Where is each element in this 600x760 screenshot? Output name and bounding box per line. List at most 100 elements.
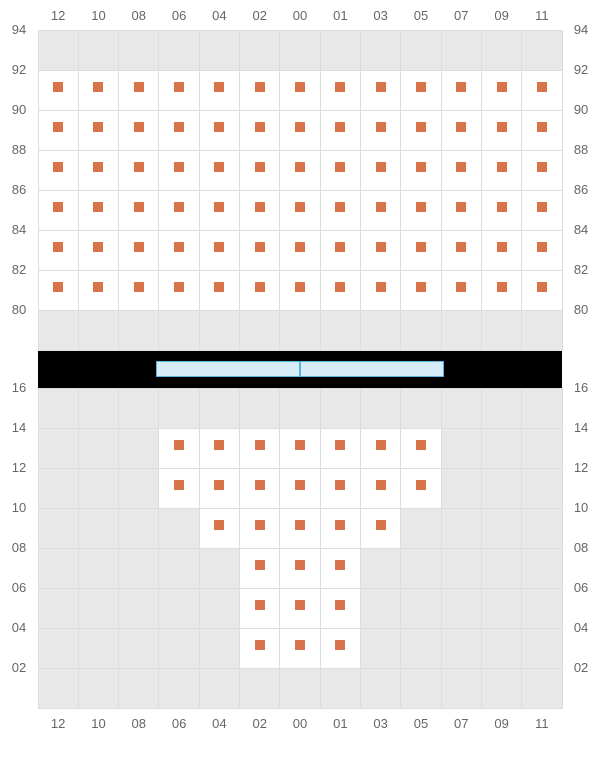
seat-cell-active[interactable] — [360, 110, 401, 151]
seat-cell-active[interactable] — [199, 230, 240, 271]
seat-cell-active[interactable] — [279, 588, 320, 629]
seat-cell-active[interactable] — [441, 230, 482, 271]
seat-cell-active[interactable] — [360, 468, 401, 509]
seat-cell-active[interactable] — [320, 230, 361, 271]
seat-cell-active[interactable] — [118, 190, 159, 231]
seat-cell-active[interactable] — [78, 190, 119, 231]
seat-cell-active[interactable] — [481, 270, 522, 311]
seat-cell-active[interactable] — [158, 110, 199, 151]
seat-cell-active[interactable] — [239, 70, 280, 111]
seat-cell-active[interactable] — [158, 230, 199, 271]
seat-cell-active[interactable] — [320, 110, 361, 151]
seat-cell-active[interactable] — [279, 628, 320, 669]
seat-cell-active[interactable] — [38, 190, 79, 231]
seat-cell-active[interactable] — [521, 110, 562, 151]
seat-cell-active[interactable] — [158, 468, 199, 509]
seat-cell-active[interactable] — [441, 190, 482, 231]
seat-cell-active[interactable] — [239, 270, 280, 311]
seat-cell-active[interactable] — [158, 428, 199, 469]
seat-cell-active[interactable] — [279, 270, 320, 311]
seat-cell-active[interactable] — [441, 150, 482, 191]
seat-cell-active[interactable] — [400, 70, 441, 111]
seat-cell-active[interactable] — [239, 548, 280, 589]
seat-cell-active[interactable] — [441, 110, 482, 151]
seat-cell-active[interactable] — [158, 150, 199, 191]
seat-cell-active[interactable] — [360, 428, 401, 469]
seat-cell-active[interactable] — [118, 230, 159, 271]
seat-cell-active[interactable] — [320, 150, 361, 191]
seat-cell-active[interactable] — [239, 110, 280, 151]
seat-cell-active[interactable] — [481, 150, 522, 191]
seat-cell-active[interactable] — [199, 190, 240, 231]
seat-cell-active[interactable] — [239, 190, 280, 231]
seat-cell-active[interactable] — [521, 150, 562, 191]
seat-cell-active[interactable] — [199, 428, 240, 469]
seat-cell-active[interactable] — [320, 628, 361, 669]
seat-cell-active[interactable] — [199, 70, 240, 111]
seat-cell-active[interactable] — [320, 70, 361, 111]
seat-cell-active[interactable] — [239, 468, 280, 509]
seat-cell-active[interactable] — [320, 428, 361, 469]
seat-cell-active[interactable] — [320, 468, 361, 509]
seat-cell-active[interactable] — [360, 270, 401, 311]
seat-cell-active[interactable] — [239, 150, 280, 191]
seat-cell-active[interactable] — [521, 230, 562, 271]
seat-cell-active[interactable] — [78, 110, 119, 151]
seat-cell-active[interactable] — [78, 270, 119, 311]
seat-cell-active[interactable] — [360, 508, 401, 549]
seat-cell-active[interactable] — [199, 150, 240, 191]
seat-cell-active[interactable] — [158, 190, 199, 231]
seat-cell-active[interactable] — [118, 270, 159, 311]
seat-cell-active[interactable] — [320, 548, 361, 589]
seat-cell-active[interactable] — [360, 230, 401, 271]
seat-cell-active[interactable] — [279, 548, 320, 589]
seat-cell-active[interactable] — [279, 508, 320, 549]
seat-cell-active[interactable] — [521, 70, 562, 111]
seat-cell-active[interactable] — [360, 150, 401, 191]
seat-cell-active[interactable] — [199, 110, 240, 151]
seat-cell-active[interactable] — [400, 270, 441, 311]
seat-cell-active[interactable] — [158, 270, 199, 311]
seat-cell-active[interactable] — [320, 508, 361, 549]
seat-cell-active[interactable] — [320, 270, 361, 311]
seat-cell-active[interactable] — [279, 150, 320, 191]
seat-cell-active[interactable] — [239, 508, 280, 549]
seat-cell-active[interactable] — [481, 70, 522, 111]
seat-cell-active[interactable] — [400, 230, 441, 271]
seat-cell-active[interactable] — [320, 588, 361, 629]
seat-cell-active[interactable] — [38, 70, 79, 111]
seat-cell-active[interactable] — [199, 270, 240, 311]
seat-cell-active[interactable] — [199, 508, 240, 549]
seat-cell-active[interactable] — [279, 468, 320, 509]
seat-cell-active[interactable] — [400, 428, 441, 469]
seat-cell-active[interactable] — [78, 70, 119, 111]
seat-cell-active[interactable] — [481, 230, 522, 271]
seat-cell-active[interactable] — [239, 628, 280, 669]
seat-cell-active[interactable] — [118, 70, 159, 111]
seat-cell-active[interactable] — [320, 190, 361, 231]
seat-cell-active[interactable] — [158, 70, 199, 111]
seat-cell-active[interactable] — [279, 70, 320, 111]
seat-cell-active[interactable] — [279, 230, 320, 271]
seat-cell-active[interactable] — [400, 468, 441, 509]
seat-cell-active[interactable] — [279, 110, 320, 151]
seat-cell-active[interactable] — [38, 270, 79, 311]
seat-cell-active[interactable] — [521, 270, 562, 311]
seat-cell-active[interactable] — [78, 230, 119, 271]
seat-cell-active[interactable] — [239, 588, 280, 629]
seat-cell-active[interactable] — [199, 468, 240, 509]
seat-cell-active[interactable] — [521, 190, 562, 231]
seat-cell-active[interactable] — [239, 428, 280, 469]
seat-cell-active[interactable] — [481, 110, 522, 151]
seat-cell-active[interactable] — [360, 190, 401, 231]
seat-cell-active[interactable] — [441, 270, 482, 311]
seat-cell-active[interactable] — [279, 428, 320, 469]
seat-cell-active[interactable] — [38, 150, 79, 191]
seat-cell-active[interactable] — [279, 190, 320, 231]
seat-cell-active[interactable] — [118, 110, 159, 151]
seat-cell-active[interactable] — [38, 110, 79, 151]
seat-cell-active[interactable] — [78, 150, 119, 191]
seat-cell-active[interactable] — [239, 230, 280, 271]
seat-cell-active[interactable] — [400, 190, 441, 231]
seat-cell-active[interactable] — [360, 70, 401, 111]
